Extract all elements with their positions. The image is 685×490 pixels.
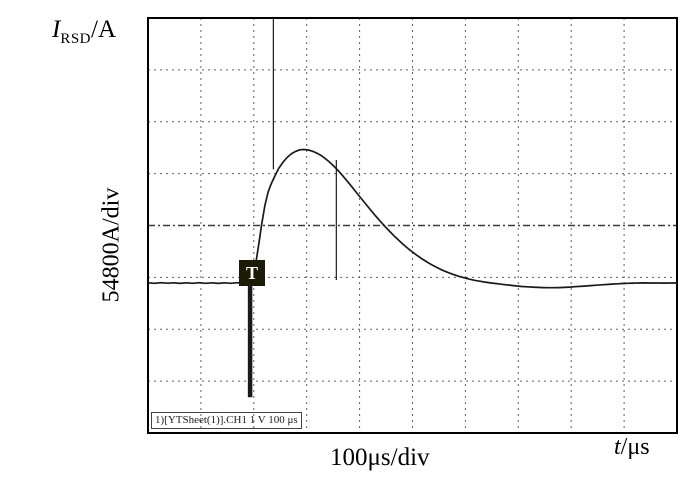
graticule-border	[147, 17, 678, 434]
x-axis-label: t/μs	[614, 434, 650, 461]
trace-artifacts	[247, 18, 337, 398]
x-axis-unit: /μs	[620, 434, 650, 460]
y-axis-label: IRSD/A	[52, 16, 116, 48]
grid-lines	[148, 18, 677, 433]
waveform-trace	[147, 148, 678, 289]
x-axis-symbol: t	[614, 434, 621, 460]
y-scale-label: 54800A/div	[98, 187, 125, 303]
plot-border	[147, 17, 678, 434]
status-readout: 1)[YTSheet(1)].CH1 1 V 100 μs	[151, 412, 302, 429]
y-axis-unit: /A	[91, 16, 117, 43]
x-scale-label: 100μs/div	[330, 444, 430, 471]
ch1-waveform	[147, 148, 678, 289]
trigger-marker: T	[239, 260, 265, 286]
y-axis-subscript: RSD	[60, 31, 92, 47]
y-axis-symbol: I	[52, 16, 61, 43]
